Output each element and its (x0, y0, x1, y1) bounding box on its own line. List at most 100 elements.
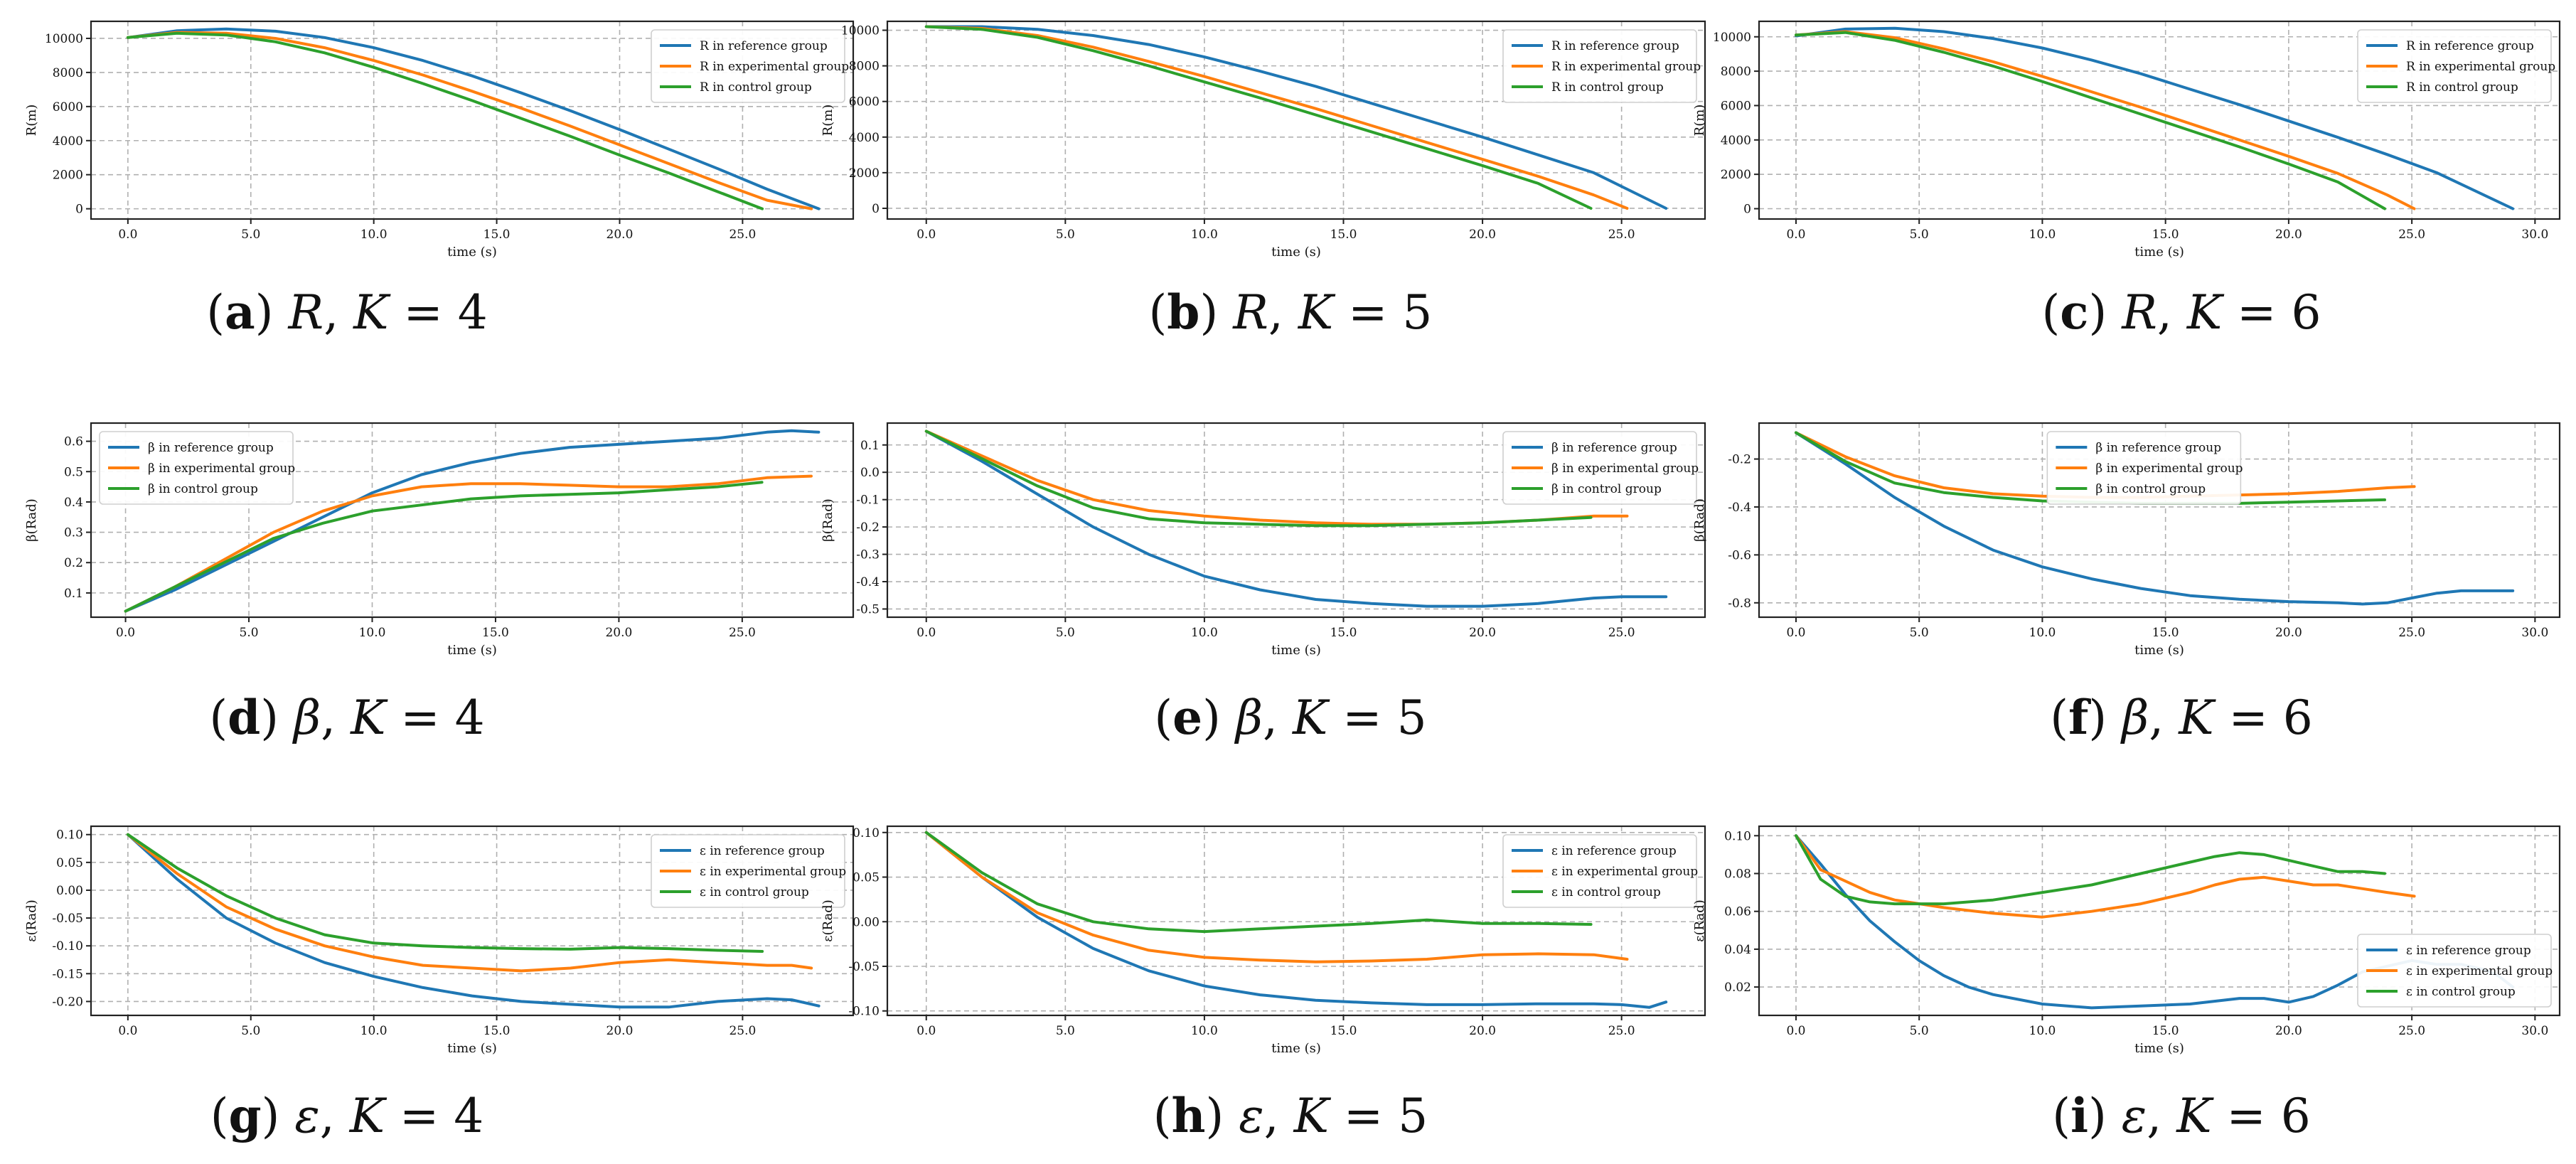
legend: ε in reference group ε in experimental gr… (651, 834, 846, 908)
y-tick-label: 0.05 (56, 856, 83, 870)
chart-panel-f: 0.0 5.0 10.0 15.0 20.0 25.0 30.0 -0.8 -0.6 -0.4 -0… (1692, 422, 2561, 745)
legend-label: β in experimental group (2095, 461, 2243, 476)
series-line-reference (1795, 26, 2515, 210)
x-tick-label: 0.0 (916, 626, 936, 640)
legend-box (1502, 29, 1697, 103)
legend-box (651, 834, 845, 908)
y-tick-label: 0.05 (853, 871, 880, 885)
series-line-reference (1795, 431, 2515, 606)
subfigure-caption: (b) R, K = 5 (1149, 284, 1433, 340)
legend-label: ε in control group (700, 885, 809, 899)
x-tick-label: 10.0 (1191, 1024, 1218, 1038)
chart-panel-a: 0.0 5.0 10.0 15.0 20.0 25.0 0 2000 4000 6000 8000 1… (24, 20, 855, 340)
y-tick-label: 6000 (53, 100, 83, 114)
y-tick-label: 2000 (1721, 168, 1751, 182)
series-line-experimental (124, 474, 813, 613)
x-tick-label: 25.0 (729, 228, 756, 242)
series-line-control (924, 429, 1593, 528)
series-line-experimental (924, 25, 1629, 210)
x-tick-label: 5.0 (1056, 1024, 1075, 1038)
subfigure-caption: (a) R, K = 4 (206, 284, 488, 340)
chart-panel-b: 0.0 5.0 10.0 15.0 20.0 25.0 0 2000 4000 6000 8000 1… (821, 20, 1706, 340)
x-axis-label: time (s) (1271, 245, 1321, 260)
y-tick-label: -0.4 (856, 575, 880, 589)
x-axis-label: time (s) (2134, 643, 2184, 658)
series-line-experimental (126, 31, 813, 210)
y-tick-label: 0.1 (860, 439, 880, 453)
x-tick-label: 30.0 (2521, 1024, 2548, 1038)
legend-label: β in control group (148, 482, 258, 496)
x-tick-label: 20.0 (606, 1024, 634, 1038)
legend-box (1502, 431, 1697, 505)
legend-label: β in control group (1551, 482, 1662, 496)
axes-frame (90, 20, 855, 220)
legend-label: R in control group (700, 80, 812, 95)
y-axis-label: β(Rad) (24, 498, 39, 542)
chart-panel-e: 0.0 5.0 10.0 15.0 20.0 25.0 -0.5 -0.4 -0.3 -0.2 -0… (821, 422, 1706, 745)
x-tick-label: 20.0 (1469, 1024, 1496, 1038)
y-axis-label: R(m) (24, 105, 39, 137)
y-tick-label: 0.10 (56, 828, 83, 843)
legend-label: ε in experimental group (2406, 964, 2553, 978)
x-tick-label: 25.0 (729, 1024, 756, 1038)
y-tick-label: 0.1 (64, 587, 83, 601)
y-tick-label: -0.8 (1728, 597, 1751, 611)
y-tick-label: 0.2 (64, 556, 83, 570)
legend-label: ε in experimental group (1551, 865, 1698, 879)
x-tick-label: 0.0 (118, 228, 137, 242)
x-tick-label: 5.0 (1910, 228, 1929, 242)
x-axis-label: time (s) (2134, 1041, 2184, 1056)
axes-frame (1758, 20, 2561, 220)
y-tick-label: 0.00 (56, 884, 83, 898)
legend-box (2046, 431, 2242, 505)
x-tick-label: 20.0 (1469, 228, 1496, 242)
y-tick-label: 0.3 (64, 526, 83, 540)
series-line-reference (126, 833, 821, 1009)
axes-frame (886, 20, 1706, 220)
series-line-control (126, 833, 764, 953)
legend-label: ε in reference group (700, 844, 825, 858)
series-line-reference (924, 25, 1668, 210)
legend-box (99, 431, 294, 505)
axes-frame (1758, 825, 2561, 1017)
x-axis-label: time (s) (1271, 643, 1321, 658)
y-axis-label: ε(Rad) (821, 899, 835, 942)
axes-frame (1758, 422, 2561, 619)
x-tick-label: 25.0 (729, 626, 756, 640)
x-tick-label: 15.0 (2152, 626, 2179, 640)
x-tick-label: 5.0 (1056, 228, 1075, 242)
x-tick-label: 5.0 (240, 626, 259, 640)
legend-label: β in experimental group (1551, 461, 1699, 476)
x-tick-label: 25.0 (2398, 626, 2425, 640)
x-tick-label: 5.0 (1910, 1024, 1929, 1038)
y-tick-label: 0.04 (1724, 943, 1751, 957)
subfigure-caption: (d) β, K = 4 (209, 690, 484, 745)
legend-box (651, 29, 845, 103)
y-tick-label: 0.10 (1724, 829, 1751, 843)
legend: ε in reference group ε in experimental gr… (1502, 834, 1698, 908)
x-tick-label: 10.0 (359, 626, 386, 640)
subfigure-caption: (c) R, K = 6 (2042, 284, 2321, 340)
x-axis-label: time (s) (1271, 1041, 1321, 1056)
y-tick-label: -0.15 (52, 967, 83, 981)
series-line-control (924, 25, 1593, 210)
y-tick-label: -0.2 (1728, 453, 1751, 467)
legend: β in reference group β in experimental gr… (2046, 431, 2243, 505)
y-tick-label: 0 (872, 202, 880, 216)
legend-label: ε in experimental group (700, 865, 846, 879)
legend-label: ε in control group (1551, 885, 1661, 899)
axes-frame (90, 422, 855, 619)
x-tick-label: 20.0 (2275, 1024, 2302, 1038)
y-tick-label: 0.5 (64, 465, 83, 479)
axes-frame (90, 825, 855, 1017)
axes-frame (886, 825, 1706, 1017)
legend-label: R in experimental group (1551, 60, 1701, 74)
y-tick-label: 2000 (53, 169, 83, 183)
x-tick-label: 0.0 (916, 1024, 936, 1038)
subfigure-caption: (i) ε, K = 6 (2052, 1088, 2311, 1143)
legend-label: β in reference group (2095, 441, 2221, 455)
legend-label: β in reference group (148, 441, 274, 455)
y-tick-label: 0 (1743, 202, 1751, 216)
y-tick-label: 4000 (1721, 134, 1751, 148)
